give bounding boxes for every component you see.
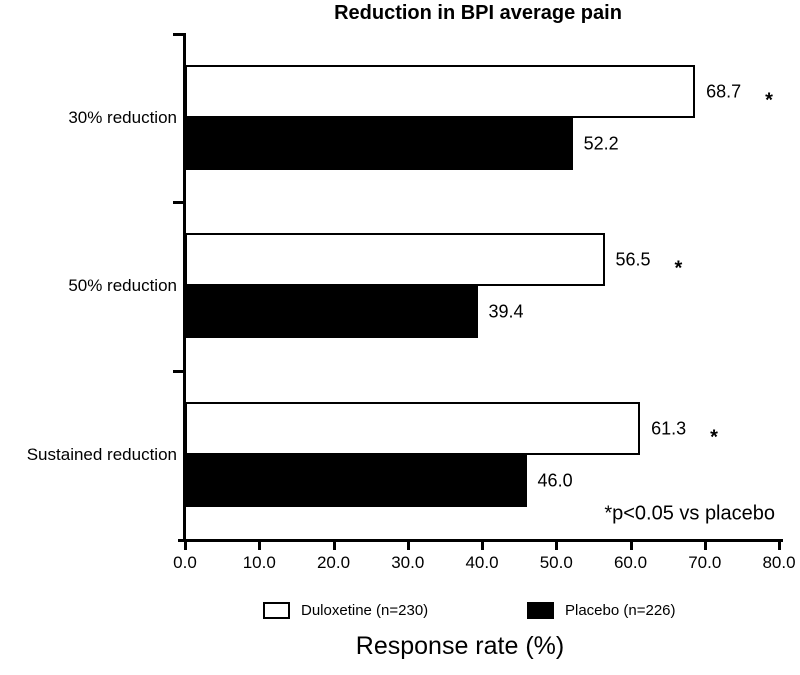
significance-note: *p<0.05 vs placebo (604, 502, 775, 525)
x-tick-label: 10.0 (242, 553, 276, 572)
x-tick-label: 0.0 (173, 553, 197, 572)
significance-asterisk: * (674, 257, 683, 280)
bar-duloxetine (185, 65, 695, 118)
y-axis-line (183, 33, 186, 542)
bar-placebo (185, 285, 478, 339)
bar-duloxetine (185, 401, 640, 455)
legend-label-placebo: Placebo (n=226) (565, 602, 676, 619)
x-axis-tick (406, 540, 410, 550)
bar-duloxetine (185, 233, 605, 287)
x-axis-tick (555, 540, 559, 550)
significance-asterisk: * (765, 89, 773, 112)
category-label: Sustained reduction (26, 444, 177, 464)
bar-value-label: 56.5 (615, 249, 651, 270)
x-axis-title: Response rate (%) (355, 632, 565, 660)
legend-item-placebo: Placebo (n=226) (527, 602, 676, 619)
category-label: 50% reduction (68, 276, 177, 296)
bar-placebo (185, 453, 527, 507)
bar-value-label: 46.0 (537, 470, 573, 491)
chart-title: Reduction in BPI average pain (334, 2, 622, 24)
legend-label-duloxetine: Duloxetine (n=230) (301, 602, 429, 619)
bar-value-label: 68.7 (706, 81, 742, 102)
x-axis-tick (332, 540, 336, 550)
x-axis-tick (703, 540, 707, 550)
y-axis-tick (173, 369, 186, 373)
x-axis-tick (778, 540, 781, 550)
x-axis-line (178, 539, 783, 542)
y-axis-tick (173, 201, 186, 205)
x-tick-label: 60.0 (613, 553, 648, 572)
bar-value-label: 52.2 (583, 133, 619, 154)
x-axis-tick (481, 540, 484, 550)
x-tick-label: 70.0 (688, 553, 722, 572)
y-axis-tick (173, 33, 186, 36)
x-tick-label: 50.0 (539, 553, 573, 572)
significance-asterisk: * (710, 426, 718, 449)
x-tick-label: 80.0 (762, 553, 796, 572)
x-tick-label: 40.0 (465, 553, 499, 572)
x-tick-label: 30.0 (391, 553, 425, 572)
x-axis-tick (629, 540, 633, 550)
category-label: 30% reduction (68, 108, 177, 127)
x-axis-tick (184, 540, 187, 550)
x-axis-tick (258, 540, 262, 550)
bar-placebo (185, 117, 573, 170)
legend-swatch-duloxetine (263, 602, 290, 619)
bar-value-label: 39.4 (488, 301, 524, 322)
legend-item-duloxetine: Duloxetine (n=230) (263, 602, 428, 619)
x-tick-label: 20.0 (316, 553, 351, 572)
legend-swatch-placebo (527, 602, 554, 619)
bar-value-label: 61.3 (651, 418, 687, 439)
